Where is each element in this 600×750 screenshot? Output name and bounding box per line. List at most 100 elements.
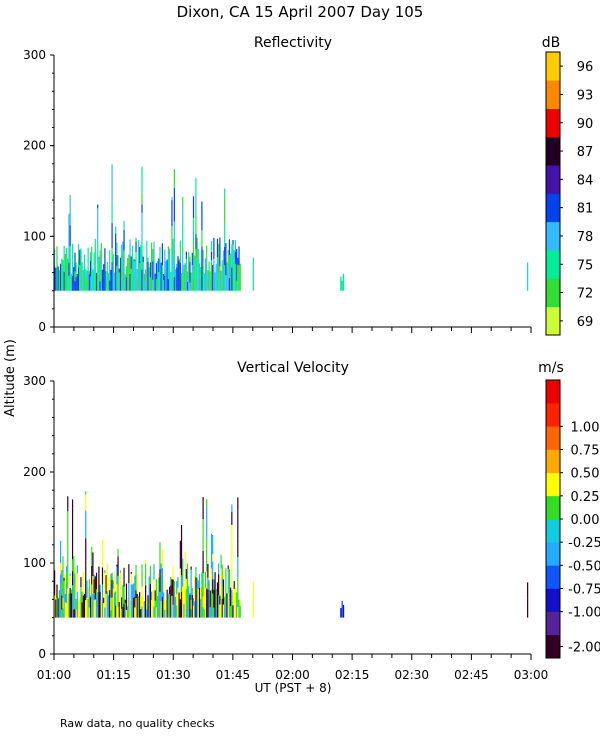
data-cell (213, 589, 215, 608)
data-cell (64, 254, 66, 265)
data-cell (185, 578, 187, 590)
data-cell (110, 573, 112, 583)
data-cell (67, 271, 69, 291)
data-cell (220, 554, 222, 569)
data-cell (127, 606, 129, 618)
data-cell (342, 273, 345, 291)
data-cell (168, 594, 171, 618)
data-cell (79, 265, 81, 291)
data-cell (180, 591, 183, 602)
data-cell (225, 600, 227, 618)
data-cell (172, 238, 174, 246)
data-cell (97, 273, 99, 291)
data-cell (213, 579, 215, 590)
data-cell (112, 580, 114, 589)
data-cell (231, 558, 233, 590)
x-tick-label: 02:15 (335, 668, 370, 682)
data-cell (226, 593, 228, 618)
data-cell (76, 573, 78, 592)
data-cell (206, 245, 208, 259)
data-cell (111, 579, 113, 598)
colorbar-label: 81 (577, 202, 594, 217)
data-cell (104, 573, 106, 608)
data-cell (146, 599, 148, 610)
data-cell (222, 604, 225, 618)
data-cell (198, 277, 201, 291)
data-cell (99, 591, 101, 605)
data-cell (113, 572, 116, 593)
data-cell (63, 577, 65, 581)
data-cell (207, 589, 209, 618)
data-cell (127, 598, 129, 607)
data-cell (92, 269, 94, 271)
data-cell (162, 280, 165, 291)
data-cell (239, 600, 241, 606)
data-cell (174, 275, 177, 291)
data-cell (209, 590, 211, 608)
data-cell (88, 592, 90, 608)
data-cell (82, 269, 84, 291)
data-cell (176, 263, 178, 268)
colorbar-swatch (546, 472, 560, 497)
data-cell (137, 602, 140, 618)
colorbar-swatch (546, 52, 560, 81)
data-cell (74, 609, 76, 618)
data-cell (89, 252, 92, 262)
x-tick-label: 01:15 (96, 668, 131, 682)
data-cell (228, 277, 231, 291)
data-cell (212, 579, 214, 594)
data-cell (207, 278, 209, 291)
data-cell (252, 581, 254, 595)
data-cell (135, 252, 137, 268)
data-cell (149, 565, 152, 584)
data-cell (127, 281, 129, 291)
data-cell (65, 264, 68, 291)
data-cell (64, 602, 66, 618)
data-cell (85, 510, 87, 539)
data-cell (218, 253, 220, 279)
data-cell (201, 580, 203, 603)
data-cell (227, 267, 229, 291)
data-cell (116, 564, 118, 567)
data-cell (95, 589, 98, 598)
data-cell (183, 264, 185, 268)
data-cell (70, 589, 72, 594)
data-cell (184, 263, 186, 291)
x-tick-label: 01:45 (216, 668, 251, 682)
data-cell (167, 593, 169, 618)
data-cell (196, 577, 198, 587)
data-cell (148, 270, 150, 291)
data-cell (189, 282, 191, 291)
data-cell (186, 271, 189, 275)
data-cell (143, 600, 146, 618)
data-cell (91, 249, 93, 265)
data-cell (159, 280, 161, 291)
data-cell (123, 586, 125, 604)
data-cell (71, 537, 74, 560)
data-cell (122, 589, 124, 608)
colorbar-swatch (546, 542, 560, 566)
data-cell (158, 594, 160, 618)
data-cell (202, 497, 204, 506)
data-cell (191, 588, 193, 595)
data-cell (130, 268, 132, 291)
data-cell (170, 577, 172, 586)
colorbar-swatch (546, 165, 560, 194)
data-cell (212, 535, 214, 555)
data-cell (141, 175, 143, 193)
data-cell (109, 590, 111, 601)
data-cell (147, 257, 149, 262)
data-cell (210, 240, 213, 252)
data-cluster (54, 491, 241, 618)
x-tick-label: 02:30 (394, 668, 429, 682)
data-cell (68, 242, 70, 263)
data-cell (188, 278, 190, 291)
data-cell (93, 600, 95, 618)
data-cell (225, 275, 227, 283)
data-cell (177, 587, 179, 618)
data-cell (203, 583, 205, 586)
colorbar-swatch (546, 519, 560, 543)
data-cell (64, 264, 66, 291)
data-cell (119, 257, 122, 291)
data-cell (129, 273, 131, 291)
